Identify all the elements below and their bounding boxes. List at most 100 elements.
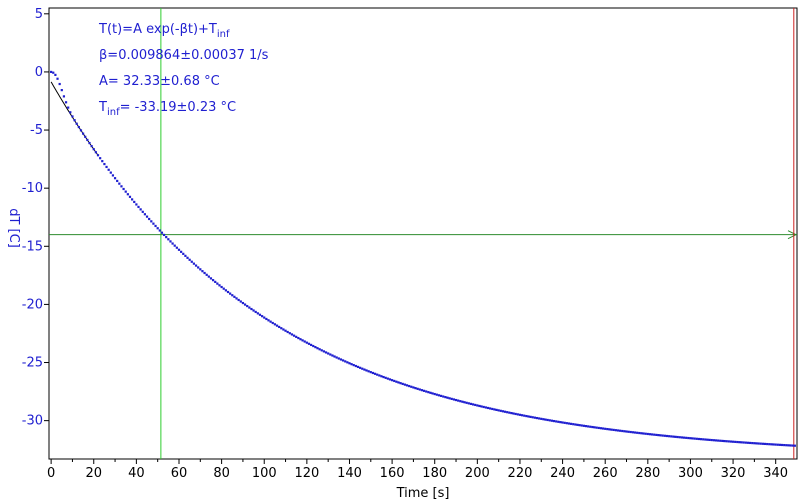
- data-point: [84, 135, 87, 138]
- data-point: [531, 416, 534, 419]
- data-point: [629, 430, 632, 434]
- data-point: [69, 111, 72, 114]
- data-point: [533, 416, 536, 419]
- y-tick-label: 5: [35, 7, 43, 22]
- data-point: [207, 275, 210, 278]
- data-point: [280, 327, 283, 330]
- data-point: [322, 350, 326, 353]
- data-point: [757, 442, 760, 445]
- data-point: [563, 421, 566, 424]
- data-point: [435, 393, 438, 396]
- data-point: [307, 342, 311, 345]
- data-point: [610, 428, 613, 431]
- data-point: [448, 397, 451, 400]
- data-point: [113, 177, 117, 180]
- data-point: [484, 406, 487, 409]
- data-point: [218, 284, 221, 287]
- data-point: [271, 321, 274, 325]
- data-point: [506, 411, 509, 414]
- data-point: [582, 424, 585, 427]
- data-point: [708, 438, 711, 441]
- x-tick-label: 160: [380, 466, 405, 481]
- data-point: [520, 414, 524, 417]
- data-point: [350, 363, 353, 366]
- data-point: [361, 367, 364, 370]
- data-point: [619, 429, 622, 432]
- data-point: [474, 403, 477, 407]
- data-point: [216, 282, 219, 285]
- data-point: [495, 408, 498, 411]
- data-point: [442, 395, 445, 398]
- data-point: [772, 443, 775, 446]
- data-point: [111, 174, 115, 177]
- data-point: [523, 414, 526, 417]
- data-point: [693, 437, 696, 440]
- data-point: [312, 344, 315, 348]
- data-point: [241, 301, 245, 305]
- data-point: [116, 179, 119, 183]
- x-tick-label: 180: [422, 466, 447, 481]
- data-point: [105, 165, 108, 169]
- data-point: [552, 419, 556, 423]
- data-point: [60, 89, 63, 92]
- data-point: [211, 279, 215, 282]
- data-point: [75, 122, 78, 125]
- data-point: [614, 429, 617, 432]
- data-point: [122, 187, 125, 191]
- data-point: [177, 248, 181, 251]
- data-point: [395, 380, 398, 383]
- data-point: [99, 157, 102, 160]
- data-point: [290, 333, 294, 336]
- x-axis-label: Time [s]: [396, 486, 450, 501]
- data-point: [173, 244, 176, 247]
- data-point: [391, 379, 394, 382]
- data-point: [410, 385, 413, 388]
- data-point: [695, 437, 698, 440]
- data-point: [625, 430, 628, 433]
- data-point: [584, 425, 588, 428]
- data-point: [497, 409, 500, 412]
- data-point: [516, 413, 519, 416]
- data-point: [94, 151, 97, 154]
- data-point: [139, 208, 142, 211]
- x-tick-label: 100: [252, 466, 277, 481]
- data-point: [706, 438, 709, 441]
- annotation-tinf: Tinf= -33.19±0.23 °C: [98, 100, 236, 118]
- data-point: [791, 444, 794, 447]
- data-point: [467, 402, 470, 405]
- data-point: [427, 391, 430, 394]
- data-point: [691, 437, 694, 440]
- data-point: [576, 423, 579, 426]
- data-point: [704, 438, 707, 441]
- data-point: [621, 429, 624, 433]
- data-point: [437, 394, 441, 397]
- data-point: [731, 440, 735, 443]
- data-point: [593, 426, 596, 429]
- data-point: [783, 443, 786, 447]
- data-point: [171, 242, 174, 245]
- data-point: [233, 295, 236, 298]
- data-point: [440, 394, 443, 398]
- data-point: [109, 171, 112, 174]
- data-point: [501, 410, 505, 413]
- data-point: [235, 297, 238, 300]
- data-point: [631, 431, 635, 434]
- data-point: [740, 441, 743, 444]
- data-point: [403, 383, 406, 386]
- x-tick-label: 320: [721, 466, 746, 481]
- data-point: [510, 411, 513, 415]
- data-point: [120, 185, 123, 188]
- data-point: [399, 382, 402, 385]
- data-point: [433, 392, 436, 396]
- data-point: [310, 343, 313, 347]
- y-tick-label: -30: [22, 414, 43, 429]
- data-point: [659, 434, 662, 437]
- x-tick-label: 0: [47, 466, 55, 481]
- data-point: [71, 115, 74, 118]
- data-point: [538, 417, 541, 420]
- data-point: [700, 438, 703, 441]
- data-point: [82, 132, 85, 135]
- data-point: [348, 362, 351, 365]
- data-point: [367, 370, 370, 373]
